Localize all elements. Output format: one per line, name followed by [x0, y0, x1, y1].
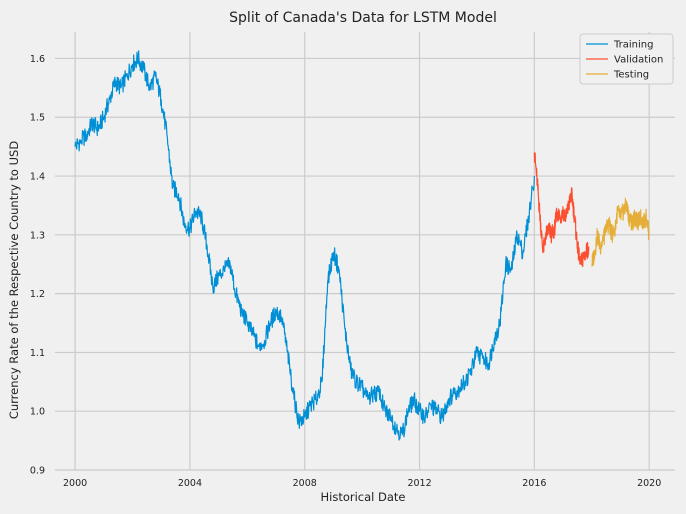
series-line-validation [533, 152, 590, 268]
x-tick-label: 2020 [637, 478, 661, 489]
series-line-training [74, 50, 535, 441]
legend-label-training: Training [613, 40, 653, 51]
series-lines [74, 50, 650, 441]
y-tick-label: 1.6 [30, 54, 45, 65]
y-tick-label: 1.5 [30, 113, 45, 124]
legend: Training Validation Testing [579, 33, 674, 85]
y-tick-label: 1.0 [30, 407, 45, 418]
y-axis-label: Currency Rate of the Respective Country … [7, 141, 21, 419]
legend-label-validation: Validation [614, 55, 663, 66]
tick-labels: 2000 2004 2008 2012 2016 2020 0.9 1.0 1.1 1.2 1.3 1… [30, 54, 661, 489]
legend-label-testing: Testing [613, 70, 649, 81]
x-tick-label: 2008 [293, 478, 317, 489]
x-tick-label: 2000 [63, 478, 87, 489]
y-tick-label: 1.2 [30, 289, 45, 300]
chart-title: Split of Canada's Data for LSTM Model [229, 10, 497, 26]
series-line-testing [591, 197, 650, 267]
y-tick-label: 1.4 [30, 172, 45, 183]
x-tick-label: 2012 [407, 478, 431, 489]
y-tick-label: 1.1 [30, 348, 45, 359]
legend-box [579, 33, 674, 85]
x-tick-label: 2004 [178, 478, 202, 489]
y-tick-label: 0.9 [30, 466, 45, 477]
grid-lines [55, 32, 675, 471]
x-axis-label: Historical Date [320, 490, 405, 504]
x-tick-label: 2016 [522, 478, 546, 489]
y-tick-label: 1.3 [30, 230, 45, 241]
